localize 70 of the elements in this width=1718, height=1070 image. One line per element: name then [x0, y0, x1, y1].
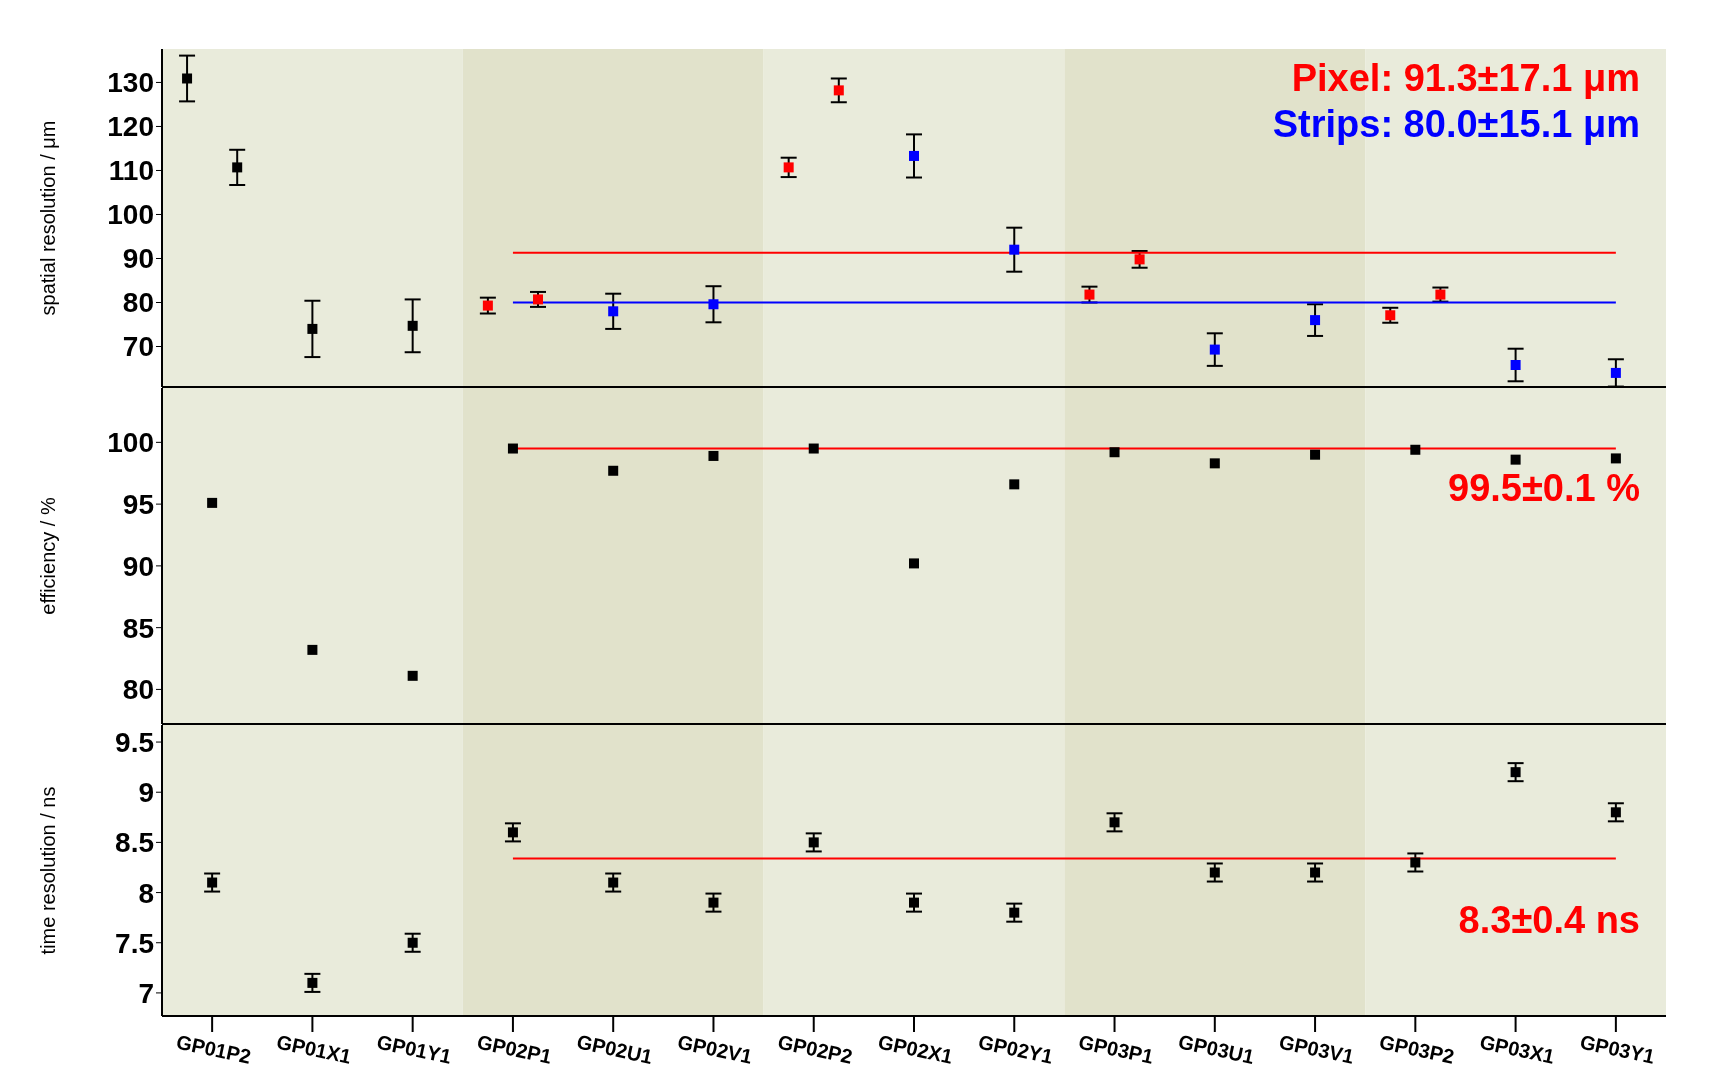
x-tick-label: GP01P2: [174, 1030, 253, 1068]
y-tick-label: 130: [107, 67, 154, 99]
point: [1610, 807, 1621, 818]
x-tick-label: GP01Y1: [374, 1030, 454, 1068]
x-tick-label: GP03U1: [1176, 1030, 1257, 1068]
x-tick-label: GP03X1: [1477, 1030, 1557, 1068]
x-tick-label: GP03V1: [1277, 1030, 1356, 1068]
point: [1009, 479, 1020, 490]
y-tick-label: 8: [138, 877, 154, 909]
point: [1310, 449, 1321, 460]
y-tick-label: 90: [122, 550, 154, 582]
point: [808, 443, 819, 454]
text: Strips: 80.0±15.1 μm: [1272, 102, 1640, 147]
y-tick-label: 8.5: [115, 827, 154, 859]
y-axis-title: spatial resolution / μm: [37, 120, 60, 316]
point: [708, 450, 719, 461]
x-tick-label: GP02P2: [775, 1030, 855, 1068]
y-tick-label: 80: [122, 674, 154, 706]
point: [307, 644, 318, 655]
x-tick-label: GP03P1: [1076, 1030, 1156, 1068]
point: [1209, 458, 1220, 469]
text: Pixel: 91.3±17.1 μm: [1291, 56, 1640, 101]
x-tick-label: GP02X1: [876, 1030, 955, 1068]
y-tick-label: 80: [122, 287, 154, 319]
point: [1009, 907, 1020, 918]
y-tick-label: 90: [122, 243, 154, 275]
point: [1510, 454, 1521, 465]
x-tick-label: GP03P2: [1377, 1030, 1457, 1068]
x-tick-label: GP02V1: [675, 1030, 755, 1068]
y-tick-label: 9: [138, 777, 154, 809]
point: [1109, 817, 1120, 828]
x-tick-label: GP01X1: [274, 1030, 354, 1068]
x-tick-label: GP03Y1: [1578, 1030, 1657, 1068]
point: [1209, 867, 1220, 878]
point: [307, 977, 318, 988]
series-label: 99.5±0.1 %: [1448, 466, 1640, 512]
y-axis-title: time resolution / ns: [37, 786, 60, 955]
y-tick-label: 120: [107, 111, 154, 143]
point: [207, 877, 218, 888]
y-tick-label: 100: [107, 199, 154, 231]
point: [1410, 857, 1421, 868]
point: [608, 877, 619, 888]
point: [708, 897, 719, 908]
point: [507, 443, 518, 454]
x-tick-label: GP02U1: [574, 1030, 655, 1068]
point: [1310, 867, 1321, 878]
y-tick-label: 95: [122, 489, 154, 521]
x-tick-label: GP02Y1: [976, 1030, 1055, 1068]
point: [507, 827, 518, 838]
y-tick-label: 9.5: [115, 727, 154, 758]
point: [207, 497, 218, 508]
point: [1610, 453, 1621, 464]
point: [808, 837, 819, 848]
series-label: 8.3±0.4 ns: [1458, 897, 1640, 943]
point: [909, 897, 919, 908]
y-tick-label: 85: [122, 612, 154, 644]
point: [1510, 767, 1521, 778]
y-tick-label: 7.5: [115, 927, 154, 959]
y-tick-label: 110: [108, 155, 154, 187]
point: [407, 937, 418, 948]
y-tick-label: 70: [122, 331, 154, 363]
y-axis-title: efficiency / %: [37, 497, 60, 615]
y-tick-label: 7: [138, 977, 154, 1009]
point: [909, 558, 919, 569]
point: [407, 670, 418, 681]
point: [1410, 444, 1421, 455]
y-tick-label: 100: [107, 427, 154, 459]
point: [1109, 447, 1120, 458]
x-tick-label: GP02P1: [475, 1030, 554, 1068]
point: [608, 465, 619, 476]
